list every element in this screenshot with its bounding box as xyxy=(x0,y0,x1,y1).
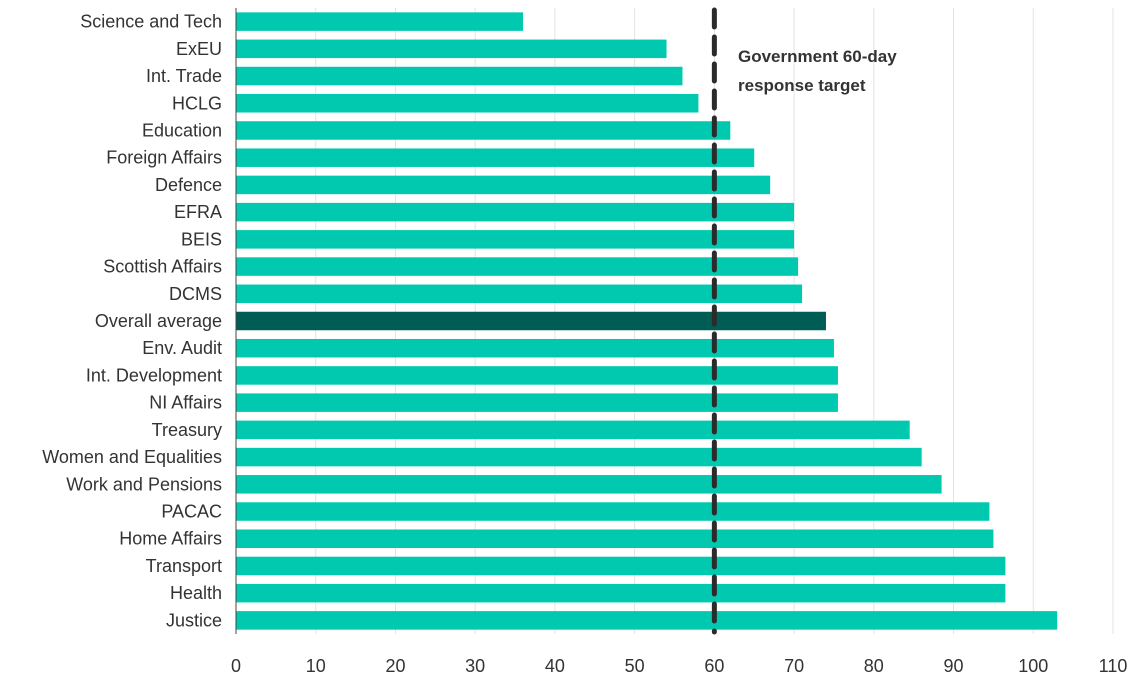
category-label: Transport xyxy=(146,556,222,576)
x-tick-label: 50 xyxy=(625,656,645,675)
category-label: DCMS xyxy=(169,284,222,304)
category-labels: Science and Tech ExEU Int. Trade HCLG Educat… xyxy=(42,12,222,631)
bar xyxy=(236,257,799,276)
bar xyxy=(236,12,524,31)
bar xyxy=(236,366,838,385)
bar xyxy=(236,284,803,304)
category-label: Defence xyxy=(155,175,222,195)
x-tick-label: 40 xyxy=(545,656,565,675)
category-label: Env. Audit xyxy=(142,338,222,358)
x-tick-label: 60 xyxy=(704,656,724,675)
category-label: HCLG xyxy=(172,93,222,113)
category-label: BEIS xyxy=(181,229,222,249)
category-label: Work and Pensions xyxy=(66,474,222,494)
x-axis-tick-labels: 0 10 20 30 40 50 60 70 80 90 100 110 xyxy=(231,656,1127,675)
bar xyxy=(236,420,910,440)
bars xyxy=(236,12,1058,630)
category-label: Education xyxy=(142,120,222,140)
target-annotation-line-2: response target xyxy=(738,76,866,95)
category-label: Overall average xyxy=(95,311,222,331)
bar xyxy=(236,175,771,195)
bar xyxy=(236,502,990,521)
bar xyxy=(236,94,699,113)
bar xyxy=(236,311,826,331)
category-label: Health xyxy=(170,583,222,603)
x-tick-label: 20 xyxy=(385,656,405,675)
category-label: EFRA xyxy=(174,202,222,222)
bar xyxy=(236,39,667,59)
category-label: ExEU xyxy=(176,39,222,59)
category-label: Foreign Affairs xyxy=(106,148,222,168)
bar xyxy=(236,611,1058,630)
category-label: Justice xyxy=(166,610,222,630)
category-label: NI Affairs xyxy=(149,393,222,413)
bar xyxy=(236,121,731,140)
bar xyxy=(236,393,838,412)
category-label: Science and Tech xyxy=(80,12,222,32)
category-label: Int. Development xyxy=(86,365,222,385)
bar xyxy=(236,529,994,548)
bar xyxy=(236,475,942,494)
bar xyxy=(236,338,834,358)
x-tick-label: 70 xyxy=(784,656,804,675)
x-tick-label: 30 xyxy=(465,656,485,675)
category-label: Int. Trade xyxy=(146,66,222,86)
x-tick-label: 10 xyxy=(306,656,326,675)
category-label: Scottish Affairs xyxy=(103,257,222,277)
x-tick-label: 0 xyxy=(231,656,241,675)
x-tick-label: 100 xyxy=(1018,656,1048,675)
bar xyxy=(236,447,922,467)
x-tick-label: 80 xyxy=(864,656,884,675)
bar xyxy=(236,202,795,222)
bar xyxy=(236,66,683,86)
category-label: PACAC xyxy=(161,502,222,522)
x-tick-label: 110 xyxy=(1099,656,1128,675)
bar xyxy=(236,583,1006,603)
bar xyxy=(236,148,755,167)
target-annotation-line-1: Government 60-day xyxy=(738,47,897,66)
bar xyxy=(236,230,795,249)
x-tick-label: 90 xyxy=(944,656,964,675)
category-label: Women and Equalities xyxy=(42,447,222,467)
category-label: Treasury xyxy=(152,420,222,440)
category-label: Home Affairs xyxy=(119,529,222,549)
bar xyxy=(236,556,1006,576)
